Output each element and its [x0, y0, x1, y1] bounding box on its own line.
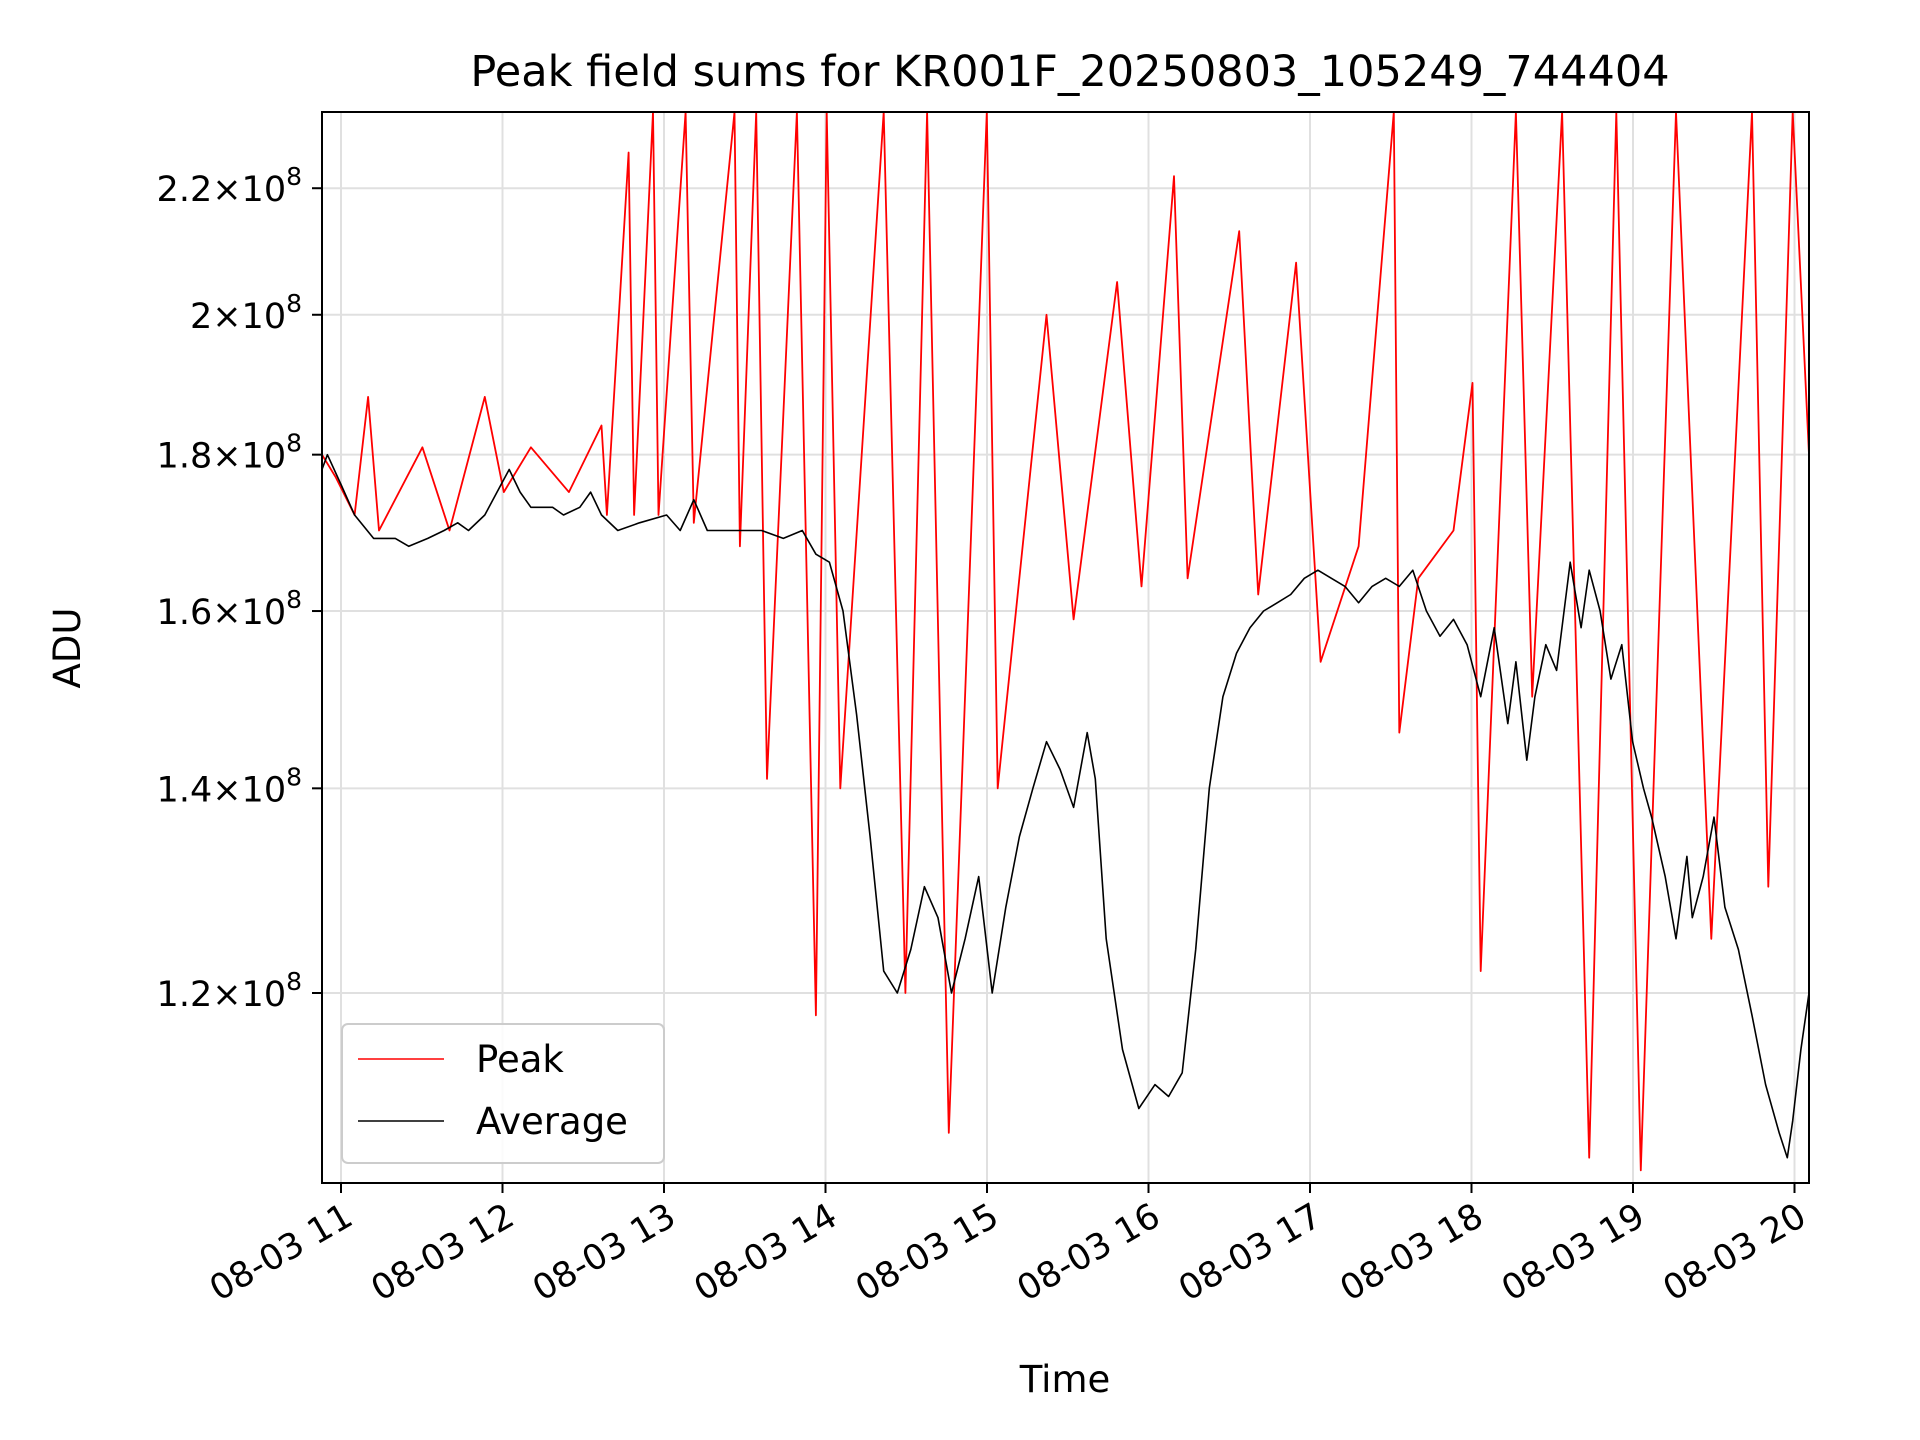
y-tick-label: 1.8×108 — [157, 429, 302, 477]
legend: Peak Average — [341, 1023, 665, 1164]
x-axis-label: Time — [1019, 1358, 1111, 1401]
grid — [322, 112, 1809, 1183]
legend-label-peak: Peak — [476, 1038, 564, 1081]
y-tick-label: 1.4×108 — [157, 762, 302, 810]
plot-frame — [321, 111, 1810, 1184]
y-tick-label: 2.2×108 — [157, 162, 302, 210]
y-tick-label: 1.2×108 — [157, 967, 302, 1015]
chart-title: Peak field sums for KR001F_20250803_1052… — [470, 47, 1669, 97]
y-axis-label: ADU — [46, 608, 89, 689]
legend-label-average: Average — [476, 1100, 628, 1143]
series-line-average — [322, 453, 1809, 1159]
series-line-peak — [322, 112, 1809, 1172]
series-layer — [322, 112, 1809, 1172]
y-tick-label: 1.6×108 — [157, 585, 302, 633]
y-tick-label: 2×108 — [190, 289, 302, 337]
